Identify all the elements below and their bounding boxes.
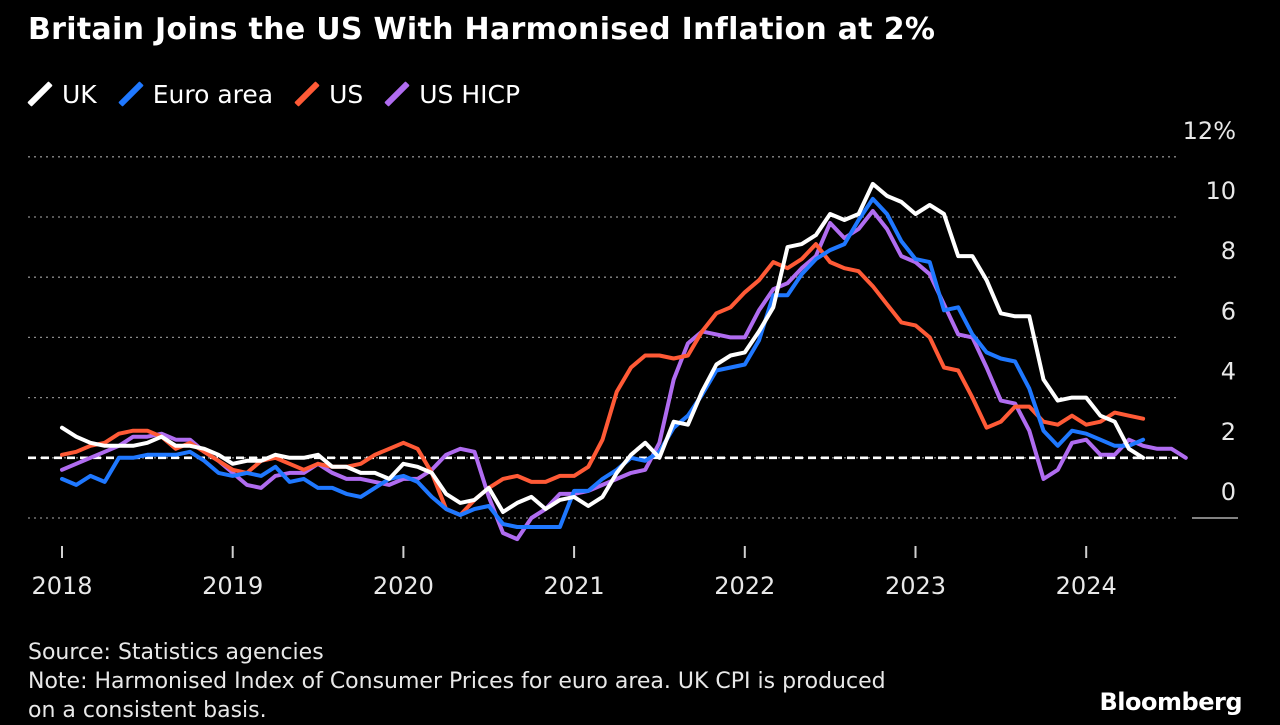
y-tick-label: 10 [1205, 177, 1236, 205]
y-tick-label: 0 [1221, 478, 1236, 506]
chart-title: Britain Joins the US With Harmonised Inf… [28, 12, 936, 47]
note-text-line-1: Note: Harmonised Index of Consumer Price… [28, 669, 886, 694]
x-tick-label: 2019 [202, 572, 263, 600]
source-text: Source: Statistics agencies [28, 640, 324, 665]
legend-item-euro-area: Euro area [117, 79, 274, 109]
y-tick-label: 6 [1221, 297, 1236, 325]
bloomberg-logo: Bloomberg [1099, 688, 1243, 716]
legend-item-uk: UK [27, 79, 97, 109]
x-tick-label: 2020 [373, 572, 434, 600]
x-tick-label: 2024 [1056, 572, 1117, 600]
note-text-line-2: on a consistent basis. [28, 698, 267, 723]
x-tick-label: 2018 [31, 572, 92, 600]
footer: Source: Statistics agencies Note: Harmon… [28, 638, 886, 725]
y-tick-label: 2 [1221, 418, 1236, 446]
legend-item-us: US [294, 79, 364, 109]
series-line-uk [60, 181, 1146, 514]
legend-label: UK [62, 79, 97, 109]
x-tick-label: 2023 [885, 572, 946, 600]
y-tick-label: 4 [1221, 358, 1236, 386]
legend-label: US HICP [419, 79, 521, 109]
legend: UK Euro area US US HICP [27, 74, 542, 114]
y-tick-label: 12% [1183, 117, 1236, 145]
series-line-us-hicp [60, 209, 1188, 542]
series-line-euro-area [60, 196, 1146, 529]
y-tick-label: 8 [1221, 237, 1236, 265]
x-tick-label: 2021 [544, 572, 605, 600]
x-tick-label: 2022 [714, 572, 775, 600]
legend-label: Euro area [152, 79, 274, 109]
legend-item-us-hicp: US HICP [384, 79, 521, 109]
legend-label: US [329, 79, 364, 109]
